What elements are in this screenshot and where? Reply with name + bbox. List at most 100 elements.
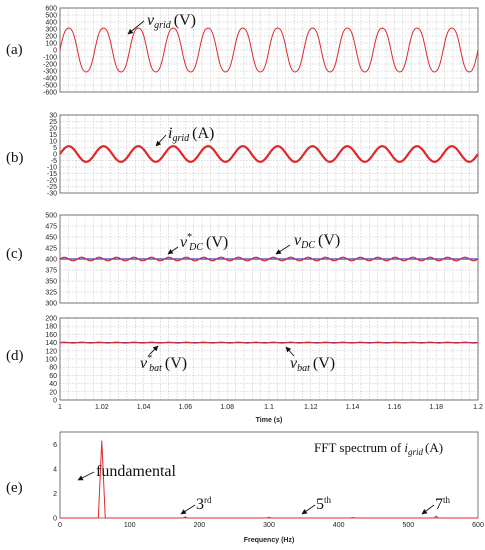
panel-c-arrow-ref <box>167 246 179 255</box>
panel-d-grid <box>60 317 478 401</box>
xtick-label: 1.02 <box>95 404 109 411</box>
xtick-label: 1.2 <box>473 404 483 411</box>
xtick-label: 1.08 <box>220 404 234 411</box>
ytick-label: 30 <box>49 113 57 120</box>
label-fundamental: fundamental <box>96 463 177 480</box>
panel-c-arrow-meas <box>275 244 291 255</box>
label-5th: 5th <box>316 495 332 513</box>
ytick-label: 5 <box>53 145 57 152</box>
panel-d-frame <box>59 317 479 401</box>
panel-a-label: (a) <box>6 42 23 58</box>
panel-d-xticks: 1 1.02 1.04 1.06 1.08 1.1 1.12 1.14 1.16 1.18 1.2 <box>58 404 483 411</box>
xtick-label: 400 <box>333 522 345 529</box>
panel-e-yticks: 0 2 4 6 <box>53 442 57 523</box>
ytick-label: 80 <box>49 365 57 372</box>
ytick-label: -30 <box>47 191 57 198</box>
panel-d-arrow-ref <box>149 345 159 355</box>
xtick-label: 500 <box>402 522 414 529</box>
panel-a-arrow <box>127 20 145 35</box>
xtick-label: 100 <box>124 522 136 529</box>
xtick-label: 600 <box>472 522 484 529</box>
panel-a-grid <box>60 7 478 93</box>
h5-arrow <box>301 504 316 515</box>
ytick-label: 600 <box>45 6 57 13</box>
ytick-label: 375 <box>45 268 57 275</box>
panel-a-yticks: -600-500-400-300-200-1000100200300400500… <box>43 6 57 97</box>
ytick-label: 200 <box>45 34 57 41</box>
panel-d-label: (d) <box>6 348 24 364</box>
ytick-label: 15 <box>49 132 57 139</box>
xtick-label: 1.12 <box>304 404 318 411</box>
series-vbat-line <box>59 341 479 344</box>
ytick-label: 60 <box>49 373 57 380</box>
annotation-vbat-ref: v* bat (V) <box>140 353 187 374</box>
panel-b-label: (b) <box>6 150 24 166</box>
ytick-label: -100 <box>43 55 57 62</box>
label-3rd: 3rd <box>196 495 212 513</box>
xtick-label: 1.14 <box>346 404 360 411</box>
xtick-label: 300 <box>263 522 275 529</box>
fft-spectrum-line <box>60 440 478 519</box>
series-vgrid-line <box>59 27 479 73</box>
ytick-label: 180 <box>45 324 57 331</box>
panel-e-frame <box>59 431 479 519</box>
panel-e-title: FFT spectrum of igrid (A) <box>314 440 443 457</box>
ytick-label: 2 <box>53 491 57 498</box>
annotation-vbat: vbat (V) <box>290 355 335 374</box>
ytick-label: 10 <box>49 139 57 146</box>
ytick-label: 6 <box>53 442 57 449</box>
ytick-label: 0 <box>53 48 57 55</box>
ytick-label: 120 <box>45 348 57 355</box>
ytick-label: 200 <box>45 316 57 323</box>
ytick-label: -300 <box>43 69 57 76</box>
ytick-label: 300 <box>45 27 57 34</box>
ytick-label: 400 <box>45 20 57 27</box>
xtick-label: 1.18 <box>429 404 443 411</box>
panel-e-label: (e) <box>6 480 23 496</box>
xtick-label: 1.1 <box>264 404 274 411</box>
ytick-label: 0 <box>53 398 57 405</box>
h7-arrow <box>421 504 435 515</box>
ytick-label: 25 <box>49 119 57 126</box>
panel-c-label: (c) <box>6 246 23 262</box>
series-igrid-line <box>59 145 479 163</box>
label-7th: 7th <box>435 495 451 513</box>
xtick-label: 200 <box>193 522 205 529</box>
xtick-label: 1.16 <box>388 404 402 411</box>
series-vdc-line <box>59 256 479 262</box>
ytick-label: 20 <box>49 389 57 396</box>
ytick-label: 475 <box>45 224 57 231</box>
ytick-label: 0 <box>53 152 57 159</box>
annotation-vdc: vDC (V) <box>294 232 340 251</box>
ytick-label: 300 <box>45 301 57 308</box>
panel-c-yticks: 300 325 350 375 400 425 450 475 500 <box>45 213 57 308</box>
ytick-label: 100 <box>45 41 57 48</box>
panel-d-xlabel: Time (s) <box>256 417 283 424</box>
panel-e-xlabel: Frequency (Hz) <box>244 537 295 544</box>
ytick-label: -10 <box>47 165 57 172</box>
ytick-label: -600 <box>43 90 57 97</box>
annotation-vdc-ref: v* DC (V) <box>180 232 228 253</box>
ytick-label: -20 <box>47 178 57 185</box>
xtick-label: 1.04 <box>137 404 151 411</box>
ytick-label: 140 <box>45 340 57 347</box>
ytick-label: 425 <box>45 246 57 253</box>
h3-arrow <box>180 504 196 515</box>
panel-e-xticks: 0 100 200 300 400 500 600 <box>58 522 484 529</box>
ytick-label: -5 <box>51 158 57 165</box>
ytick-label: 100 <box>45 357 57 364</box>
ytick-label: -200 <box>43 62 57 69</box>
ytick-label: -15 <box>47 171 57 178</box>
ytick-label: -25 <box>47 184 57 191</box>
ytick-label: 350 <box>45 279 57 286</box>
xtick-label: 0 <box>58 522 62 529</box>
xtick-label: 1.06 <box>179 404 193 411</box>
ytick-label: 4 <box>53 466 57 473</box>
ytick-label: 0 <box>53 516 57 523</box>
ytick-label: 20 <box>49 126 57 133</box>
